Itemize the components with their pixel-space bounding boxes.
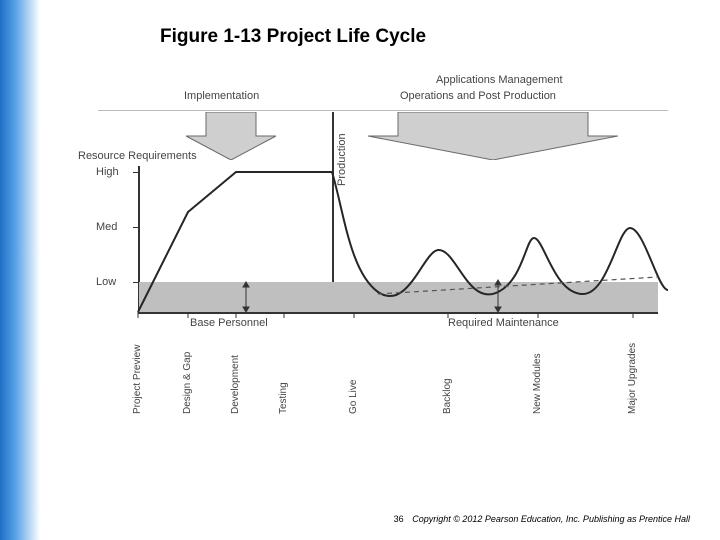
content: Figure 1-13 Project Life Cycle Implement… — [40, 0, 720, 540]
x-tick-0: Project Preview — [132, 324, 143, 414]
side-gradient — [0, 0, 40, 540]
x-tick-2: Development — [230, 324, 241, 414]
chart-area: Implementation Applications Management O… — [78, 72, 688, 452]
figure-title: Figure 1-13 Project Life Cycle — [160, 26, 426, 48]
x-tick-1: Design & Gap — [182, 324, 193, 414]
x-tick-4: Go Live — [348, 324, 359, 414]
copyright-text: Copyright © 2012 Pearson Education, Inc.… — [412, 514, 690, 524]
x-tick-7: Major Upgrades — [627, 324, 638, 414]
footer: 36 Copyright © 2012 Pearson Education, I… — [394, 514, 690, 524]
x-tick-6: New Modules — [532, 324, 543, 414]
base-personnel-label: Base Personnel — [190, 317, 268, 329]
page-number: 36 — [394, 514, 404, 524]
x-tick-5: Backlog — [442, 324, 453, 414]
x-tick-3: Testing — [278, 324, 289, 414]
plot-svg — [78, 72, 688, 452]
